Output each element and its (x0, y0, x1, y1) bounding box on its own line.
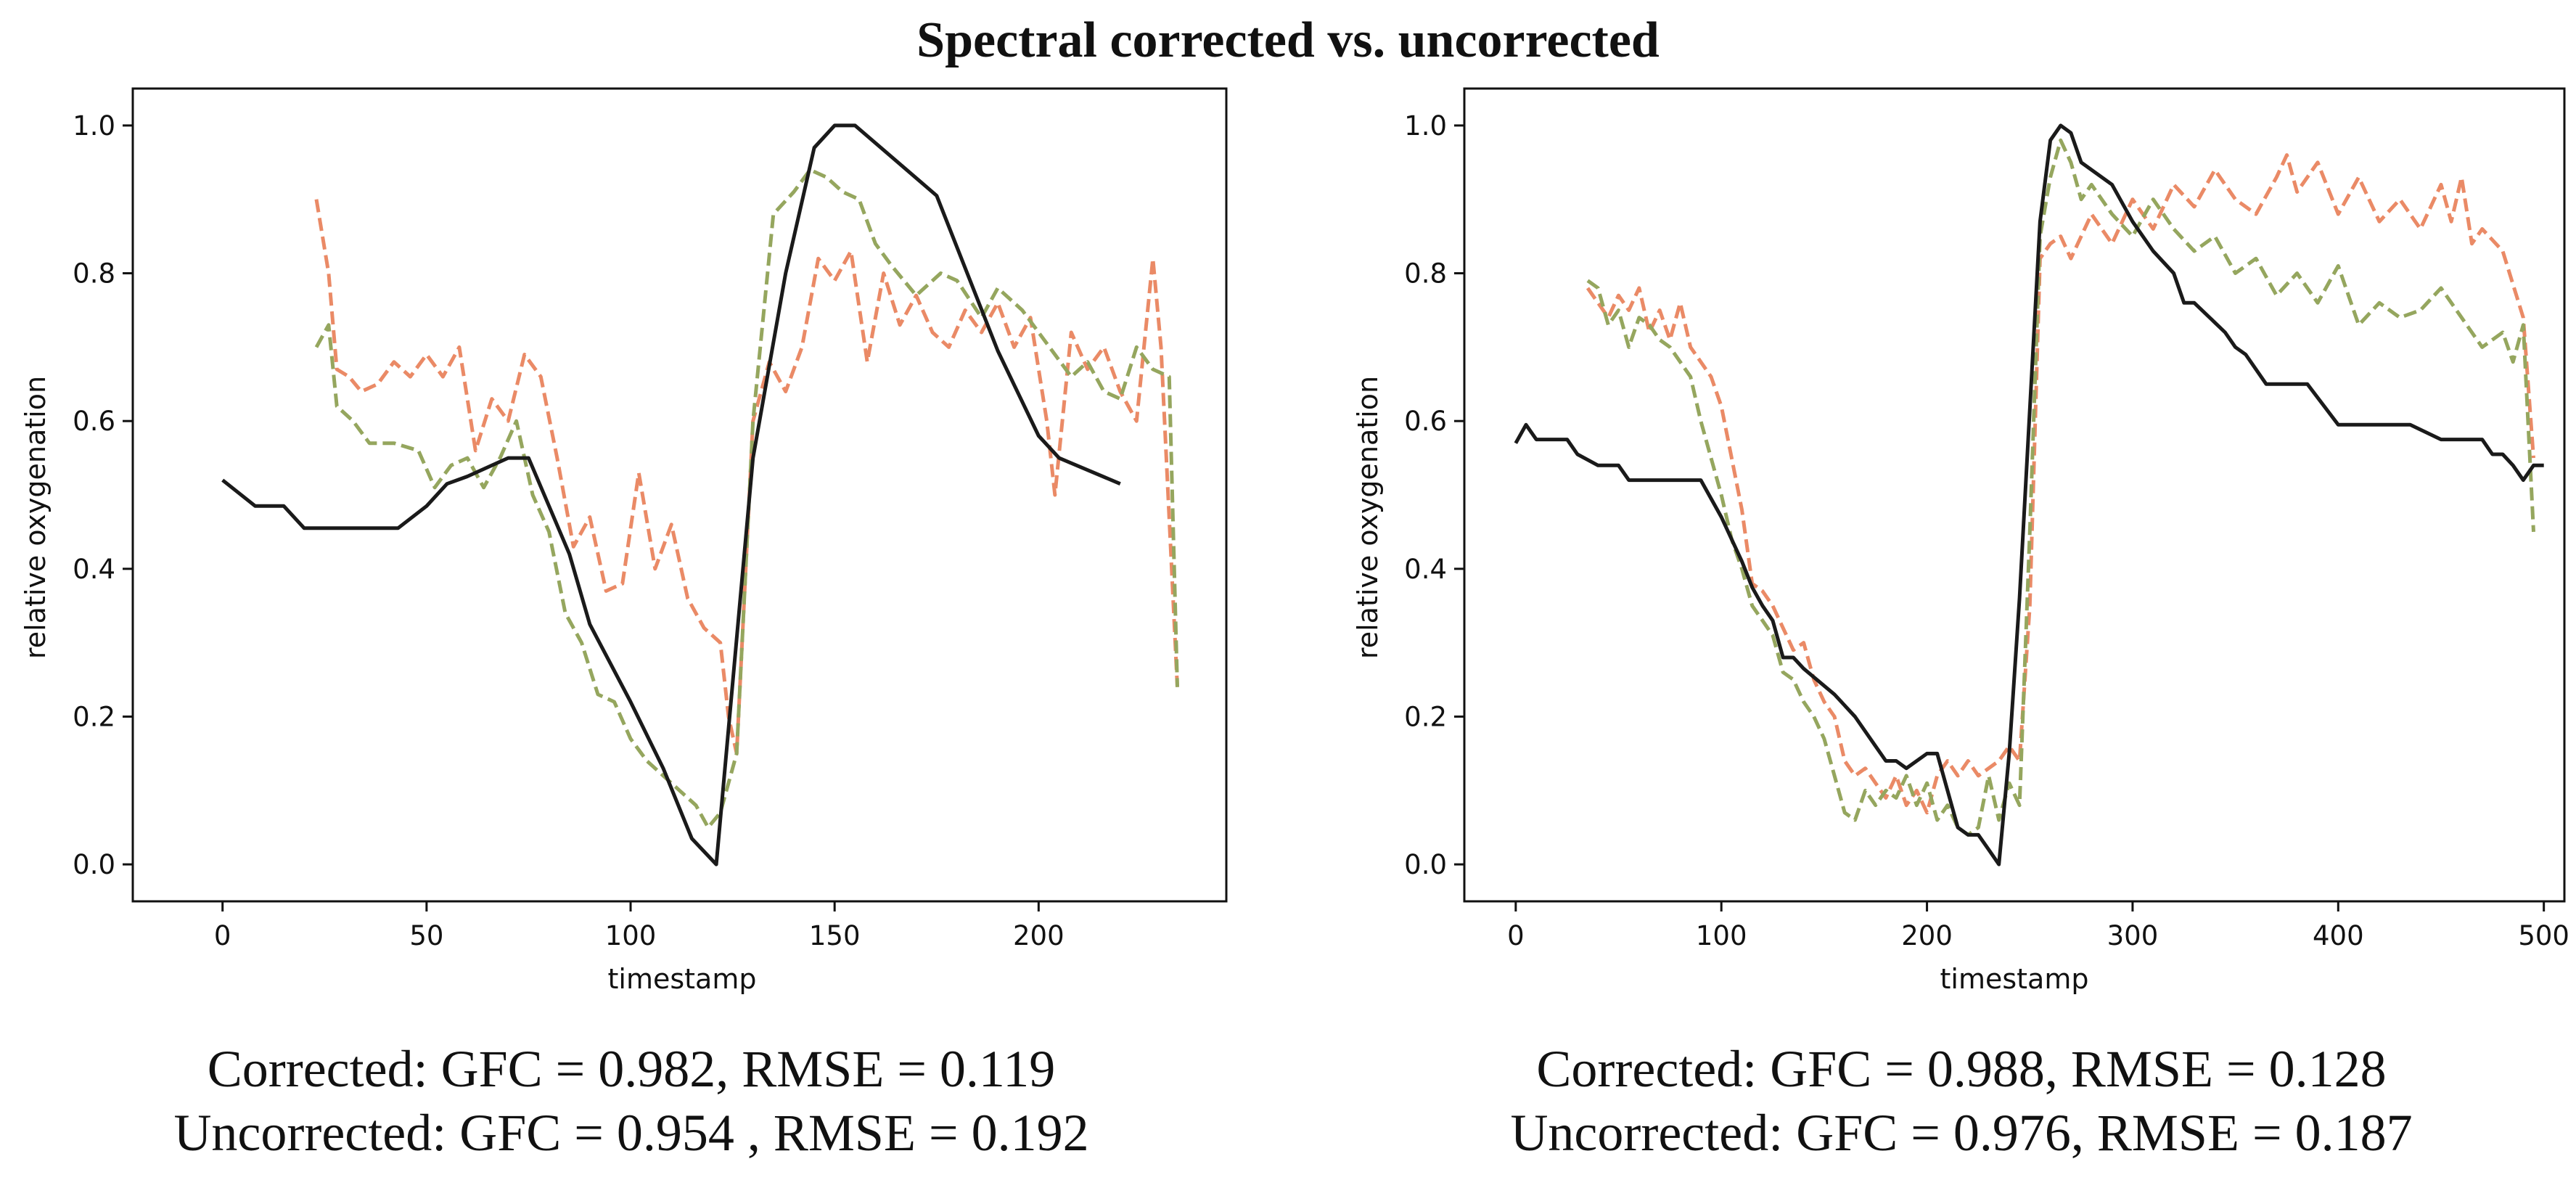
right-x-tick-label: 500 (2518, 920, 2569, 951)
left-series-reference (221, 123, 1121, 866)
left-y-tick-label: 0.8 (73, 258, 115, 290)
right-y-tick-label: 0.6 (1404, 406, 1447, 437)
left-x-tick-label: 150 (809, 920, 861, 951)
left-series-corrected (314, 168, 1179, 829)
right-series-corrected (1586, 138, 2535, 837)
right-x-tick-label: 400 (2313, 920, 2364, 951)
right-x-tick-label: 0 (1507, 920, 1525, 951)
left-y-tick-label: 0.2 (73, 701, 115, 732)
left-caption-uncorrected: Uncorrected: GFC = 0.954 , RMSE = 0.192 (173, 1104, 1088, 1162)
left-y-tick-label: 0.0 (73, 849, 115, 880)
left-x-tick-label: 0 (214, 920, 231, 951)
right-y-tick-label: 0.8 (1404, 258, 1447, 290)
right-y-tick-label: 1.0 (1404, 110, 1447, 142)
right-y-tick-label: 0.4 (1404, 554, 1447, 585)
right-caption-uncorrected: Uncorrected: GFC = 0.976, RMSE = 0.187 (1510, 1104, 2412, 1162)
left-plot-area: 0 50 100 150 200 0.0 0.2 0.4 0.6 0.8 1.0 (73, 87, 1228, 951)
right-x-axis-label: timestamp (1940, 963, 2089, 995)
left-chart: 0 50 100 150 200 0.0 0.2 0.4 0.6 0.8 1.0 timestamp… (20, 87, 1228, 1162)
figure-title: Spectral corrected vs. uncorrected (916, 12, 1660, 68)
right-series-reference (1514, 123, 2544, 866)
right-caption-corrected: Corrected: GFC = 0.988, RMSE = 0.128 (1536, 1040, 2386, 1098)
right-axes-frame (1463, 87, 2566, 903)
right-x-tick-label: 200 (1901, 920, 1953, 951)
left-x-tick-label: 50 (409, 920, 443, 951)
right-series-uncorrected (1586, 153, 2535, 815)
left-series-uncorrected (314, 199, 1179, 755)
left-x-tick-label: 200 (1013, 920, 1065, 951)
right-plot-area: 0 100 200 300 400 500 0.0 0.2 0.4 0.6 0.8 1.0 (1404, 87, 2569, 951)
left-caption-corrected: Corrected: GFC = 0.982, RMSE = 0.119 (208, 1040, 1056, 1098)
right-y-axis-label: relative oxygenation (1352, 376, 1384, 659)
left-y-axis-label: relative oxygenation (20, 376, 52, 659)
left-y-tick-label: 1.0 (73, 110, 115, 142)
left-y-tick-label: 0.6 (73, 406, 115, 437)
right-x-tick-label: 100 (1696, 920, 1747, 951)
left-y-tick-label: 0.4 (73, 554, 115, 585)
right-x-tick-label: 300 (2107, 920, 2159, 951)
right-y-tick-label: 0.2 (1404, 701, 1447, 732)
right-chart: 0 100 200 300 400 500 0.0 0.2 0.4 0.6 0.8 1.0 times… (1352, 87, 2569, 1162)
left-x-tick-label: 100 (605, 920, 657, 951)
left-x-axis-label: timestamp (608, 963, 757, 995)
right-y-tick-label: 0.0 (1404, 849, 1447, 880)
left-axes-frame (131, 87, 1228, 903)
